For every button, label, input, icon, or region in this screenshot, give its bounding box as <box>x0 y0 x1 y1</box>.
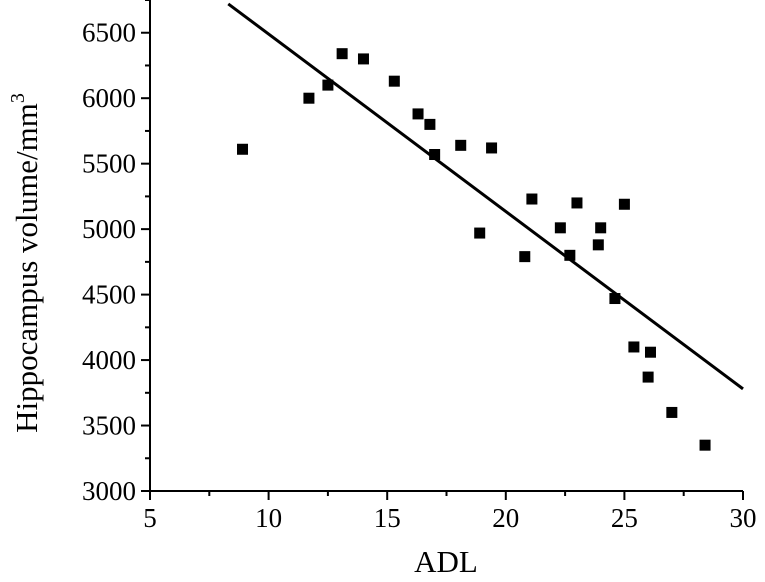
data-point <box>571 197 583 209</box>
data-point <box>336 48 348 60</box>
axes <box>149 0 743 492</box>
x-tick-label: 20 <box>492 503 519 533</box>
regression-line <box>227 2 744 391</box>
y-axis-title: Hippocampus volume/mm3 <box>7 93 44 433</box>
data-point <box>424 118 436 130</box>
data-point <box>595 222 607 234</box>
axis-ticks <box>141 0 744 500</box>
x-tick-label: 30 <box>730 503 757 533</box>
data-point <box>554 222 566 234</box>
data-points <box>237 48 711 451</box>
y-axis-title-main: Hippocampus volume/mm <box>9 103 44 433</box>
y-tick-label: 4500 <box>82 280 136 310</box>
x-tick-label: 10 <box>255 503 282 533</box>
data-point <box>357 53 369 65</box>
y-tick-label: 6000 <box>82 83 136 113</box>
data-point <box>609 293 621 305</box>
tick-labels: 5 10 15 20 25 30 3000 3500 4000 4500 5000 5500 6000 6… <box>82 18 757 533</box>
y-tick-label: 5000 <box>82 214 136 244</box>
y-axis-title-superscript: 3 <box>7 93 29 103</box>
y-tick-label: 5500 <box>82 149 136 179</box>
data-point <box>644 346 656 358</box>
y-tick-label: 4000 <box>82 345 136 375</box>
data-point <box>628 341 640 353</box>
data-point <box>526 193 538 205</box>
data-point <box>564 249 576 261</box>
x-tick-label: 25 <box>611 503 638 533</box>
data-point <box>519 251 531 263</box>
y-tick-label: 3500 <box>82 411 136 441</box>
data-point <box>237 143 249 155</box>
data-point <box>666 406 678 418</box>
data-point <box>642 371 654 383</box>
data-point <box>429 149 441 161</box>
data-point <box>592 239 604 251</box>
data-point <box>618 198 630 210</box>
y-tick-label: 6500 <box>82 18 136 48</box>
x-tick-label: 5 <box>143 503 157 533</box>
data-point <box>699 439 711 451</box>
x-tick-label: 15 <box>374 503 401 533</box>
fit-line-layer <box>227 2 744 391</box>
data-point <box>388 75 400 87</box>
data-point <box>455 139 467 151</box>
x-axis-title: ADL <box>414 544 478 577</box>
data-point <box>412 108 424 120</box>
data-point <box>486 142 498 154</box>
data-point <box>322 79 334 91</box>
data-point <box>474 227 486 239</box>
y-tick-label: 3000 <box>82 476 136 506</box>
data-point <box>303 92 315 104</box>
